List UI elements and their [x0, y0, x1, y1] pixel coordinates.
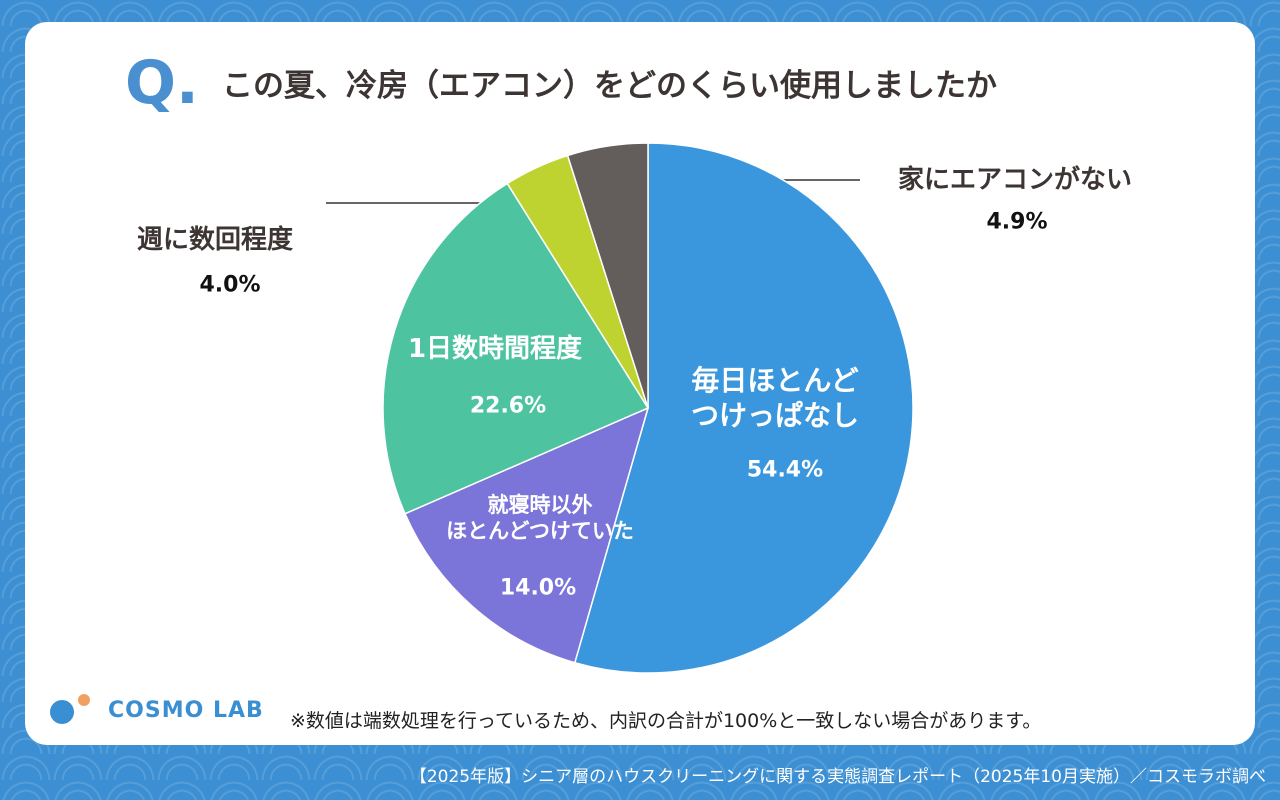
pie-slice — [404, 406, 650, 664]
pie-slice — [382, 182, 650, 515]
value-label: 4.0% — [199, 272, 261, 298]
q-mark: Q. — [125, 48, 199, 118]
slice-label: 毎日ほとんど つけっぱなし — [690, 364, 860, 432]
value-label: 4.9% — [986, 209, 1048, 235]
slice-label: 就寝時以外 ほとんどつけていた — [446, 492, 634, 543]
logo-icon — [78, 694, 90, 706]
slice-label: 1日数時間程度 — [407, 333, 583, 364]
value-label: 14.0% — [499, 575, 577, 601]
value-label: 22.6% — [469, 393, 547, 419]
footer: 【2025年版】シニア層のハウスクリーニングに関する実態調査レポート（2025年… — [409, 767, 1266, 787]
slice-label: 家にエアコンがない — [897, 164, 1133, 195]
slice-label: 週に数回程度 — [136, 224, 294, 255]
pie-slice — [566, 142, 649, 409]
logo: COSMO LAB — [108, 698, 264, 723]
chart-title: この夏、冷房（エアコン）をどのくらい使用しましたか — [222, 68, 997, 104]
note: ※数値は端数処理を行っているため、内訳の合計が100%と一致しない場合があります… — [290, 710, 1042, 732]
logo-icon — [50, 700, 74, 724]
pie-slice — [573, 142, 914, 674]
value-label: 54.4% — [746, 457, 824, 483]
